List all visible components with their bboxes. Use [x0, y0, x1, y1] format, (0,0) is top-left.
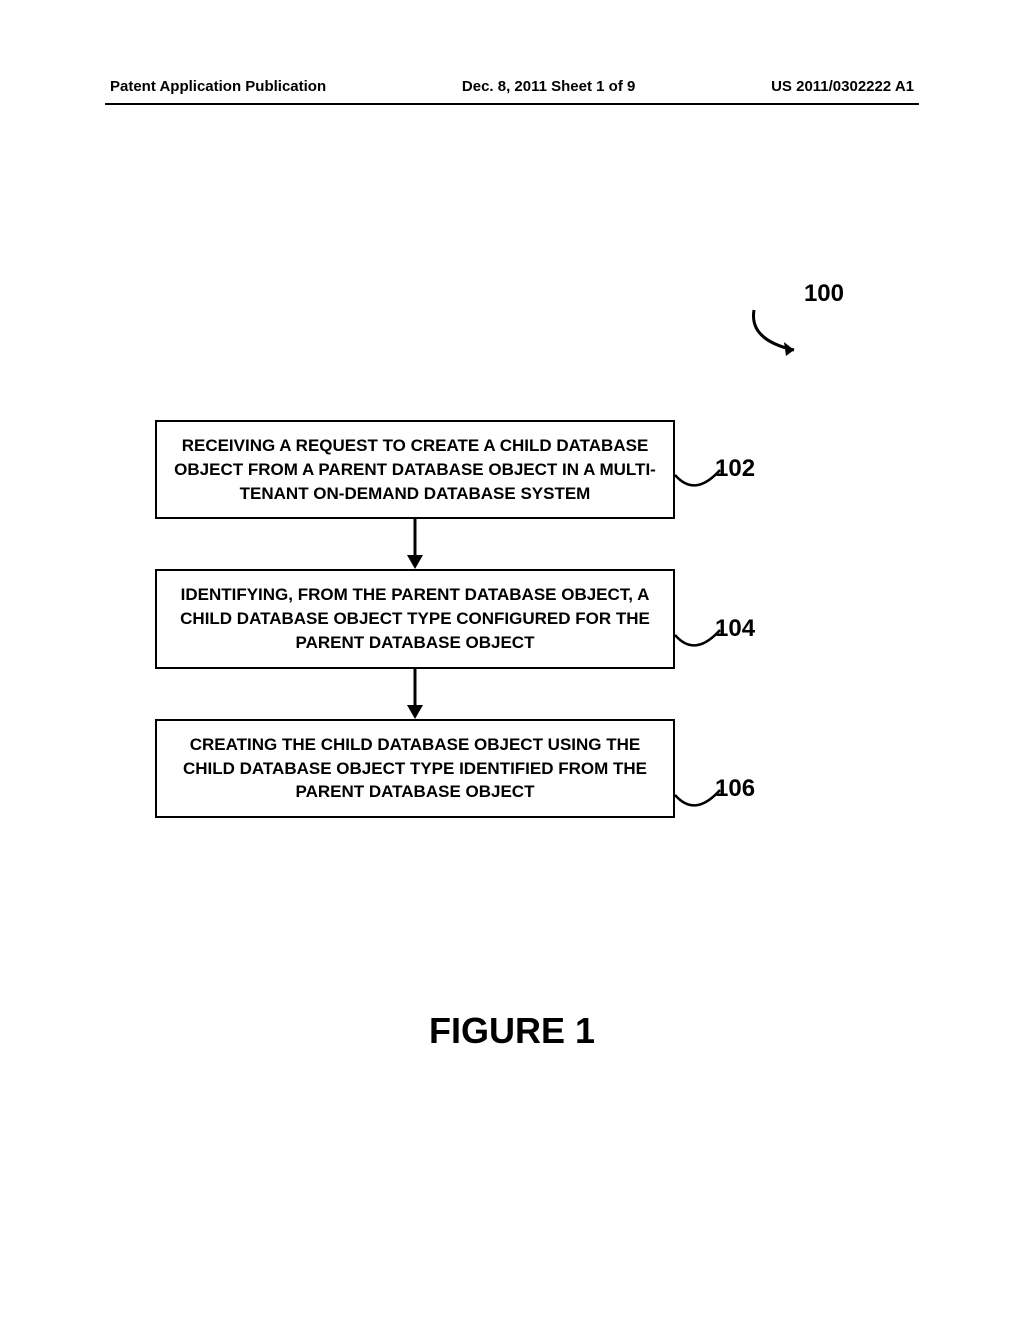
header-center: Dec. 8, 2011 Sheet 1 of 9 [462, 78, 635, 95]
flowchart: RECEIVING A REQUEST TO CREATE A CHILD DA… [155, 420, 675, 818]
step-text: IDENTIFYING, FROM THE PARENT DATABASE OB… [180, 585, 650, 652]
callout-icon [675, 620, 725, 660]
arrow-down-icon [400, 519, 430, 569]
reference-arrow-icon [744, 290, 824, 370]
callout-icon [675, 780, 725, 820]
header-right: US 2011/0302222 A1 [771, 78, 914, 95]
flowchart-step-3: CREATING THE CHILD DATABASE OBJECT USING… [155, 719, 675, 818]
page-header: Patent Application Publication Dec. 8, 2… [0, 78, 1024, 95]
flowchart-step-2: IDENTIFYING, FROM THE PARENT DATABASE OB… [155, 569, 675, 668]
callout-icon [675, 460, 725, 500]
flowchart-step-1: RECEIVING A REQUEST TO CREATE A CHILD DA… [155, 420, 675, 519]
header-left: Patent Application Publication [110, 78, 326, 95]
header-divider [105, 103, 919, 105]
figure-caption: FIGURE 1 [0, 1010, 1024, 1052]
arrow-down-icon [400, 669, 430, 719]
connector-2 [155, 669, 675, 719]
step-text: RECEIVING A REQUEST TO CREATE A CHILD DA… [174, 436, 656, 503]
connector-1 [155, 519, 675, 569]
step-text: CREATING THE CHILD DATABASE OBJECT USING… [183, 735, 647, 802]
